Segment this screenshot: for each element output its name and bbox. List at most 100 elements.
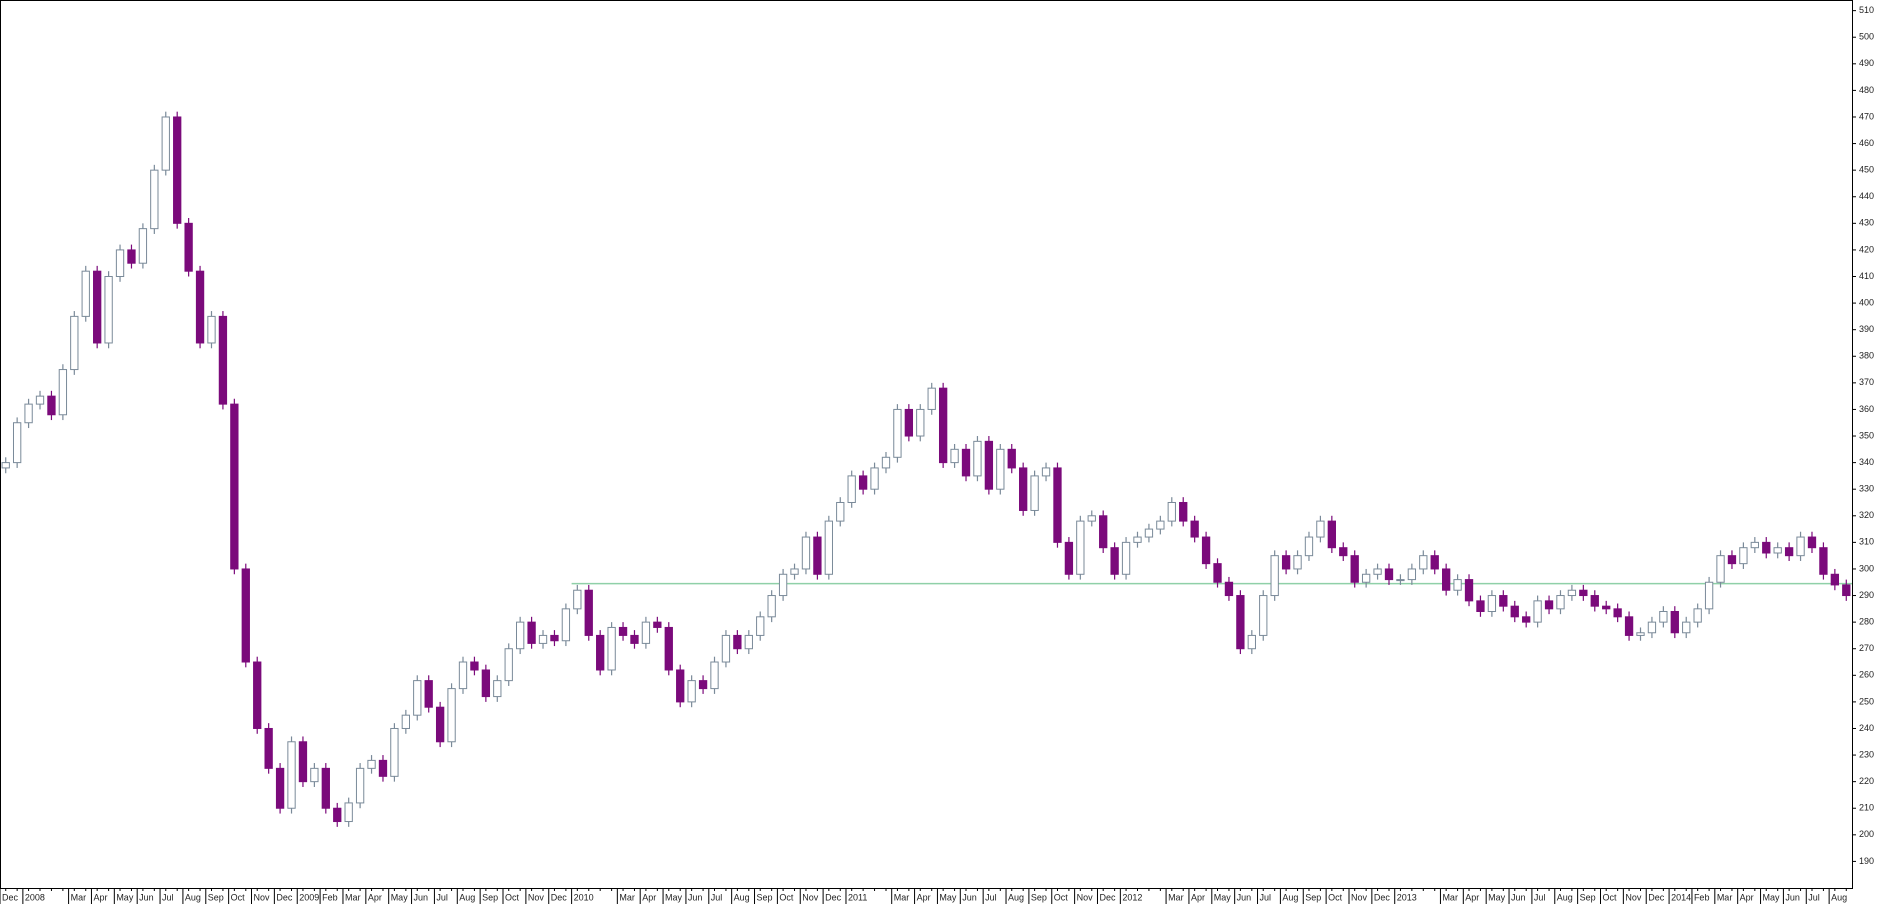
candle-body — [1510, 605, 1519, 618]
x-tick-label: Jul — [985, 892, 997, 902]
y-tick-label: 340 — [1859, 457, 1874, 467]
y-tick-label: 440 — [1859, 191, 1874, 201]
x-tick-label: Mar — [345, 892, 361, 902]
candle-body — [996, 448, 1005, 490]
x-tick-label: Apr — [1191, 892, 1205, 902]
candle-body — [1259, 595, 1268, 636]
candle-body — [973, 440, 982, 477]
candle-body — [1819, 547, 1828, 575]
x-tick-label: 2009 — [299, 892, 319, 902]
candle-body — [1201, 536, 1211, 565]
x-tick-label: May — [665, 892, 683, 902]
candle-body — [1636, 632, 1645, 636]
candle-body — [687, 680, 696, 703]
candle-body — [24, 403, 33, 424]
candle-body — [778, 573, 788, 597]
x-tick-label: Apr — [642, 892, 656, 902]
x-tick-label: Oct — [1054, 892, 1069, 902]
x-tick-label: Apr — [1465, 892, 1479, 902]
x-tick-label: Jun — [1237, 892, 1252, 902]
candle-body — [938, 387, 948, 464]
candle-body — [641, 621, 651, 644]
candle-body — [458, 661, 468, 690]
candle-body — [630, 634, 639, 644]
candle-body — [1704, 581, 1714, 610]
candle-body — [1076, 520, 1085, 575]
candle-body — [1602, 605, 1611, 610]
candle-body — [596, 634, 605, 671]
candle-body — [721, 634, 731, 663]
candle-body — [664, 626, 673, 671]
candle-body — [173, 116, 182, 224]
x-tick-label: May — [1214, 892, 1232, 902]
candle-body — [1556, 595, 1565, 610]
candle-body — [1442, 568, 1451, 591]
x-tick-label: Oct — [231, 892, 246, 902]
candle-body — [1007, 448, 1016, 469]
candle-body — [253, 661, 262, 729]
candle-body — [207, 315, 216, 344]
candle-body — [390, 727, 399, 777]
candle-body — [1167, 501, 1176, 522]
candle-body — [836, 501, 845, 522]
y-tick-label: 510 — [1859, 5, 1874, 15]
candle-body — [904, 408, 914, 437]
y-tick-label: 370 — [1859, 377, 1874, 387]
candle-body — [218, 315, 228, 405]
candle-body — [653, 621, 662, 628]
candle-body — [767, 595, 776, 618]
candle-body — [676, 669, 685, 703]
candle-body — [127, 249, 136, 264]
candle-body — [527, 621, 536, 644]
candle-body — [230, 403, 239, 570]
candle-body — [584, 589, 593, 636]
x-tick-label: Apr — [368, 892, 382, 902]
x-tick-label: Sep — [1580, 892, 1596, 902]
x-tick-label: Aug — [1831, 892, 1847, 902]
candle-body — [847, 475, 856, 503]
candle-body — [733, 634, 742, 650]
candle-body — [287, 741, 296, 809]
candle-body — [927, 387, 936, 410]
x-tick-label: Dec — [551, 892, 568, 902]
candle-body — [298, 741, 308, 783]
x-tick-label: Dec — [1648, 892, 1665, 902]
candle-body — [35, 395, 45, 405]
candle-body — [790, 568, 799, 575]
candle-body — [870, 467, 879, 490]
y-tick-label: 490 — [1859, 58, 1874, 68]
x-tick-label: Dec — [2, 892, 19, 902]
x-tick-label: Aug — [1008, 892, 1024, 902]
candle-body — [1659, 610, 1668, 623]
candle-body — [1190, 520, 1199, 538]
y-tick-label: 470 — [1859, 111, 1874, 121]
x-tick-label: Jul — [1534, 892, 1546, 902]
x-tick-label: 2011 — [848, 892, 867, 902]
candle-body — [1396, 579, 1405, 582]
candle-body — [1727, 555, 1737, 565]
x-tick-label: Mar — [894, 892, 910, 902]
candle-body — [138, 228, 148, 264]
candle-body — [710, 661, 719, 690]
candle-body — [1624, 616, 1634, 636]
candle-body — [401, 714, 410, 729]
candle-body — [12, 422, 22, 464]
x-tick-label: May — [391, 892, 409, 902]
x-tick-label: Sep — [208, 892, 224, 902]
candle-body — [1316, 520, 1325, 538]
x-tick-label: 2014 — [1671, 892, 1691, 902]
x-tick-label: Aug — [734, 892, 750, 902]
y-tick-label: 240 — [1859, 723, 1874, 733]
candle-body — [1281, 555, 1291, 570]
x-tick-label: Jun — [1511, 892, 1526, 902]
x-tick-label: Nov — [1077, 892, 1094, 902]
y-tick-label: 460 — [1859, 138, 1874, 148]
candle-body — [1099, 515, 1108, 549]
candle-body — [1499, 595, 1508, 607]
x-tick-label: Jul — [711, 892, 723, 902]
candle-body — [81, 270, 90, 317]
x-tick-label: Dec — [1374, 892, 1391, 902]
candle-body — [1682, 621, 1691, 634]
x-tick-label: Apr — [1740, 892, 1754, 902]
x-tick-label: May — [1488, 892, 1506, 902]
